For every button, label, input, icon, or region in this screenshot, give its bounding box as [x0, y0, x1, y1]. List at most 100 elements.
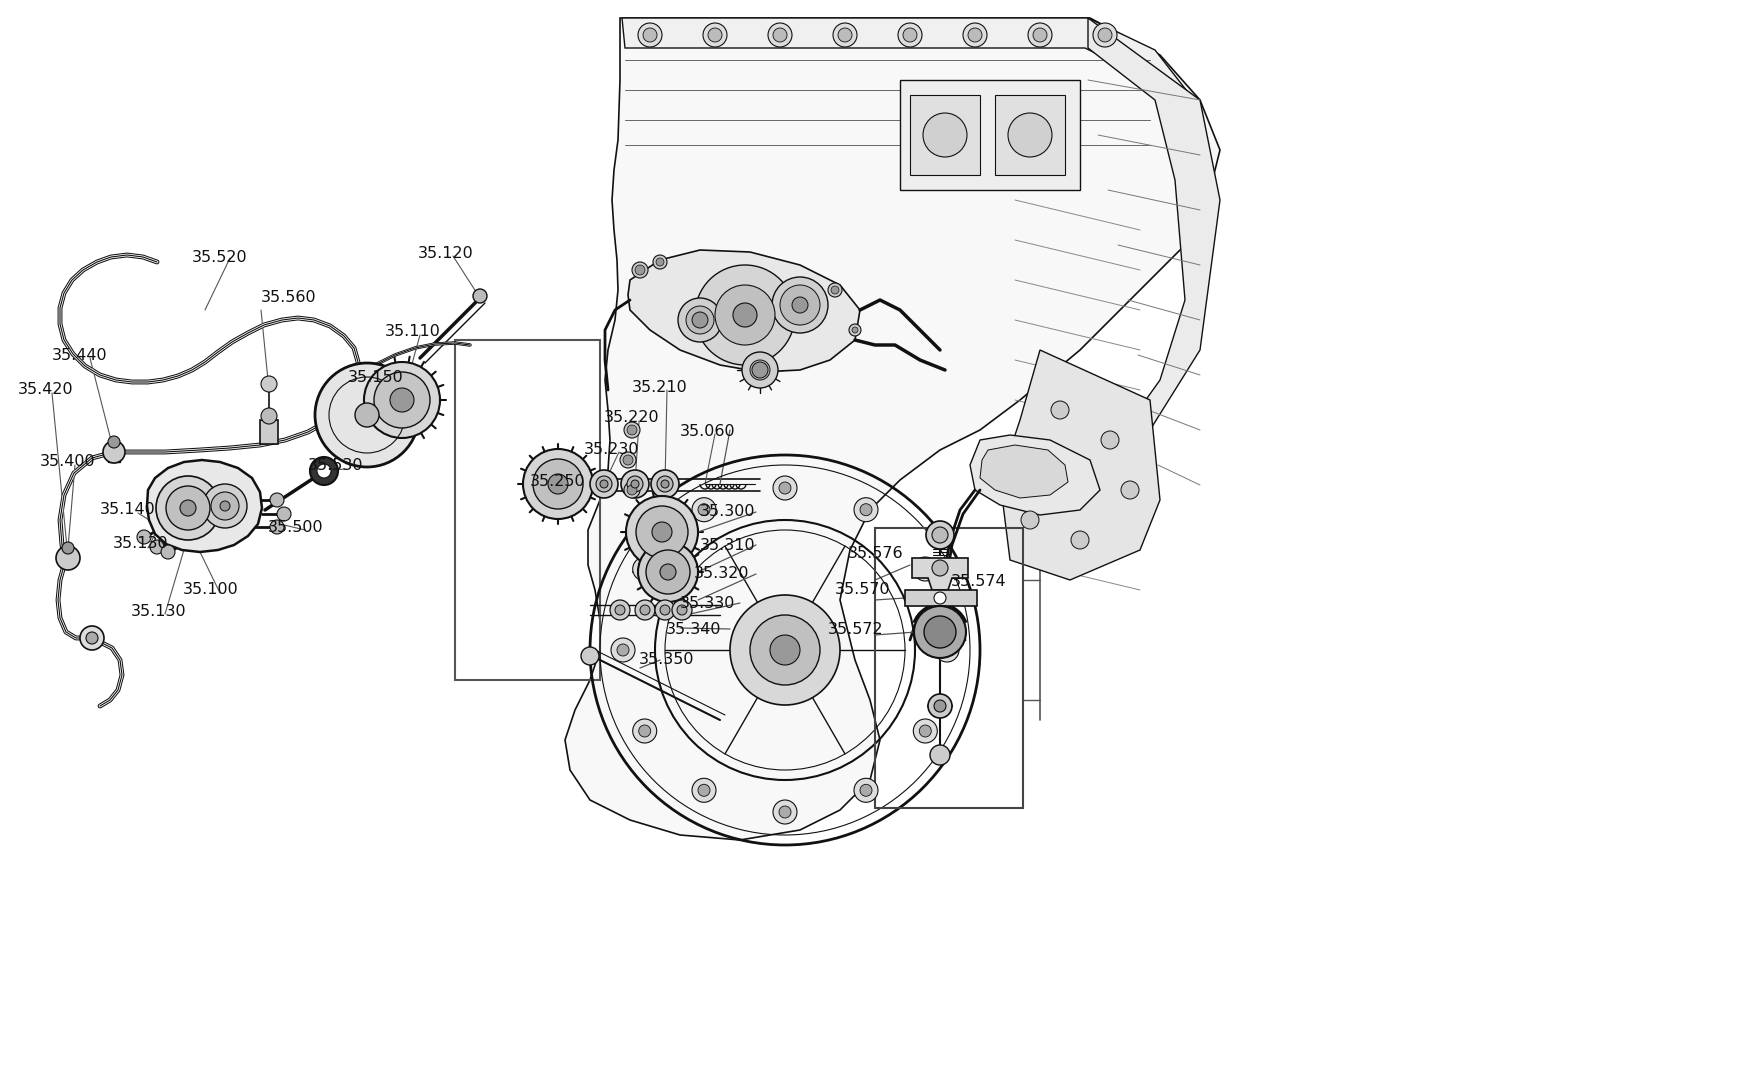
Text: 35.060: 35.060 — [680, 424, 736, 439]
Circle shape — [277, 507, 290, 521]
Circle shape — [779, 482, 791, 494]
Circle shape — [1007, 113, 1052, 157]
Circle shape — [610, 638, 635, 662]
Circle shape — [685, 306, 713, 334]
Text: 35.230: 35.230 — [584, 442, 640, 457]
Polygon shape — [1000, 350, 1160, 580]
Circle shape — [623, 455, 633, 465]
Circle shape — [692, 312, 708, 328]
Circle shape — [633, 557, 656, 581]
Circle shape — [897, 22, 922, 47]
Circle shape — [828, 282, 842, 297]
Text: 35.140: 35.140 — [99, 503, 157, 518]
Circle shape — [652, 255, 666, 269]
Circle shape — [626, 476, 643, 492]
Circle shape — [261, 408, 277, 424]
Circle shape — [708, 28, 722, 42]
Circle shape — [210, 492, 238, 520]
Circle shape — [643, 28, 657, 42]
Circle shape — [63, 542, 75, 554]
Circle shape — [638, 563, 650, 575]
Circle shape — [596, 476, 612, 492]
Circle shape — [659, 564, 676, 580]
Polygon shape — [146, 460, 263, 552]
Circle shape — [633, 719, 656, 743]
Circle shape — [638, 542, 697, 602]
Text: 35.420: 35.420 — [17, 382, 73, 397]
Circle shape — [157, 476, 219, 540]
Circle shape — [624, 422, 640, 438]
Text: 35.400: 35.400 — [40, 455, 96, 470]
Circle shape — [374, 372, 430, 428]
Circle shape — [903, 28, 916, 42]
Circle shape — [918, 725, 930, 737]
Circle shape — [1050, 401, 1068, 419]
Bar — [909, 95, 979, 175]
Circle shape — [715, 285, 774, 345]
Circle shape — [150, 540, 163, 554]
Text: 35.210: 35.210 — [631, 380, 687, 395]
Circle shape — [770, 635, 800, 664]
Circle shape — [772, 800, 796, 824]
Circle shape — [1097, 28, 1111, 42]
Bar — [995, 95, 1064, 175]
Circle shape — [310, 457, 337, 485]
Circle shape — [1021, 511, 1038, 529]
Text: 35.350: 35.350 — [638, 653, 694, 668]
Bar — [875, 528, 1023, 808]
Circle shape — [656, 258, 664, 266]
Circle shape — [859, 784, 871, 796]
Circle shape — [626, 485, 636, 495]
Circle shape — [703, 22, 727, 47]
Circle shape — [390, 388, 414, 412]
Circle shape — [652, 522, 671, 542]
Text: 35.300: 35.300 — [699, 504, 755, 520]
Circle shape — [103, 441, 125, 463]
Circle shape — [929, 745, 949, 765]
Circle shape — [581, 647, 598, 664]
Circle shape — [203, 484, 247, 528]
Text: 35.520: 35.520 — [191, 250, 247, 265]
Circle shape — [635, 600, 654, 620]
Circle shape — [831, 286, 838, 294]
Circle shape — [640, 605, 650, 615]
Polygon shape — [565, 18, 1219, 840]
Text: 35.110: 35.110 — [384, 324, 440, 339]
Text: 35.560: 35.560 — [261, 290, 316, 305]
Circle shape — [1101, 431, 1118, 449]
Circle shape — [108, 435, 120, 448]
Bar — [108, 442, 120, 462]
Text: 35.530: 35.530 — [308, 459, 363, 474]
Text: 35.150: 35.150 — [348, 370, 403, 385]
Circle shape — [697, 504, 710, 516]
Circle shape — [355, 403, 379, 427]
Text: 35.120: 35.120 — [417, 245, 473, 260]
Circle shape — [638, 725, 650, 737]
Circle shape — [772, 28, 786, 42]
Circle shape — [692, 778, 715, 802]
Circle shape — [934, 700, 946, 712]
Circle shape — [137, 530, 151, 544]
Circle shape — [934, 592, 946, 603]
Circle shape — [614, 605, 624, 615]
Circle shape — [315, 363, 419, 467]
Circle shape — [270, 493, 283, 507]
Polygon shape — [911, 557, 967, 590]
Circle shape — [621, 470, 649, 498]
Text: 35.340: 35.340 — [666, 622, 722, 637]
Circle shape — [626, 496, 697, 568]
Text: 35.570: 35.570 — [835, 582, 890, 597]
Circle shape — [631, 262, 647, 278]
Circle shape — [913, 719, 937, 743]
Circle shape — [913, 557, 937, 581]
Circle shape — [659, 605, 670, 615]
Circle shape — [678, 299, 722, 342]
Circle shape — [617, 644, 628, 656]
Circle shape — [1071, 531, 1089, 549]
Circle shape — [661, 480, 668, 488]
Circle shape — [741, 352, 777, 388]
Text: 35.330: 35.330 — [680, 596, 736, 611]
Circle shape — [473, 289, 487, 303]
Circle shape — [85, 632, 97, 644]
Circle shape — [751, 362, 767, 378]
